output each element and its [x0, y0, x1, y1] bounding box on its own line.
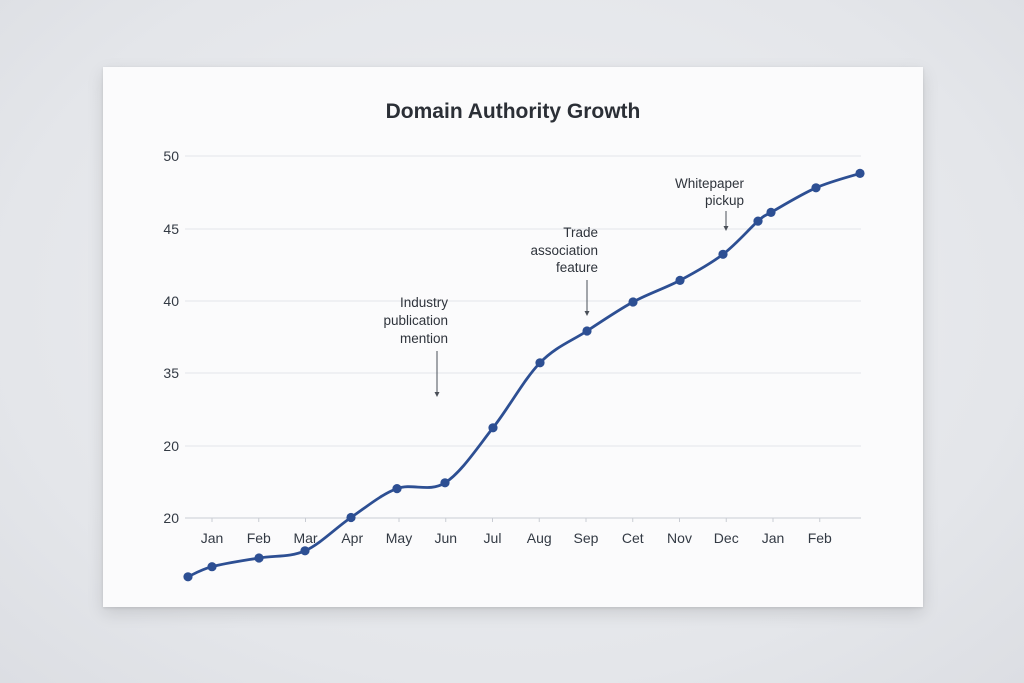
chart-paper: Domain Authority Growth 50 45 40 35 20 20 Jan…	[103, 67, 923, 607]
annotation-arrowhead	[584, 311, 590, 316]
y-tick-label: 40	[163, 293, 179, 309]
x-tick-label: Feb	[808, 530, 832, 546]
data-point	[753, 216, 763, 226]
annotation-text: Industry	[400, 295, 448, 310]
data-point	[718, 249, 728, 259]
chart-title: Domain Authority Growth	[386, 100, 641, 123]
annotation-arrowhead	[723, 226, 729, 231]
annotation-text: feature	[556, 260, 598, 275]
x-tick-label: Jun	[434, 530, 457, 546]
data-point	[207, 562, 217, 572]
series-line	[186, 172, 862, 579]
x-tick-label: Nov	[667, 530, 692, 546]
annotation-arrowhead	[434, 392, 440, 397]
y-tick-label: 50	[163, 148, 179, 164]
y-tick-label: 45	[163, 221, 179, 237]
annotation-text: publication	[383, 313, 448, 328]
y-tick-label: 20	[163, 510, 179, 526]
data-point	[346, 512, 356, 523]
x-tick-label: Feb	[247, 530, 271, 546]
x-tick-label: Jan	[762, 530, 785, 546]
annotation-text: mention	[400, 331, 448, 346]
data-point	[766, 207, 776, 217]
data-point	[392, 484, 402, 494]
data-point	[535, 358, 545, 368]
annotation-text: Whitepaper	[675, 176, 745, 191]
y-axis-ticks: 50 45 40 35 20 20	[163, 148, 179, 526]
domain-authority-chart: Domain Authority Growth 50 45 40 35 20 20 Jan…	[163, 100, 865, 582]
x-tick-label: May	[386, 530, 412, 546]
annotations: Industry publication mention Trade associati…	[383, 176, 744, 397]
data-point	[855, 168, 865, 178]
annotation-text: pickup	[705, 193, 744, 208]
data-point	[488, 423, 498, 433]
x-tick-label: Apr	[341, 530, 363, 546]
data-point	[254, 553, 264, 563]
y-tick-label: 35	[163, 365, 179, 381]
data-point	[628, 297, 638, 307]
x-tick-label: Aug	[527, 530, 552, 546]
x-tick-label: Jul	[484, 530, 502, 546]
x-tick-label: Jan	[201, 530, 224, 546]
data-points	[183, 168, 865, 582]
data-point	[811, 183, 821, 193]
x-tick-label: Cet	[622, 530, 644, 546]
data-point	[582, 326, 592, 336]
x-axis-ticks: Jan Feb Mar Apr May Jun Jul Aug Sep Cet Nov Dec Jan F…	[201, 518, 832, 546]
x-tick-label: Mar	[293, 530, 317, 546]
x-tick-label: Sep	[574, 530, 599, 546]
x-tick-label: Dec	[714, 530, 739, 546]
data-point	[300, 546, 310, 556]
grid-lines	[185, 155, 861, 447]
annotation-text: Trade	[563, 225, 598, 240]
annotation-text: association	[530, 243, 598, 258]
y-tick-label: 20	[163, 438, 179, 454]
data-point	[183, 572, 193, 582]
data-point	[440, 478, 450, 488]
data-point	[675, 275, 685, 285]
